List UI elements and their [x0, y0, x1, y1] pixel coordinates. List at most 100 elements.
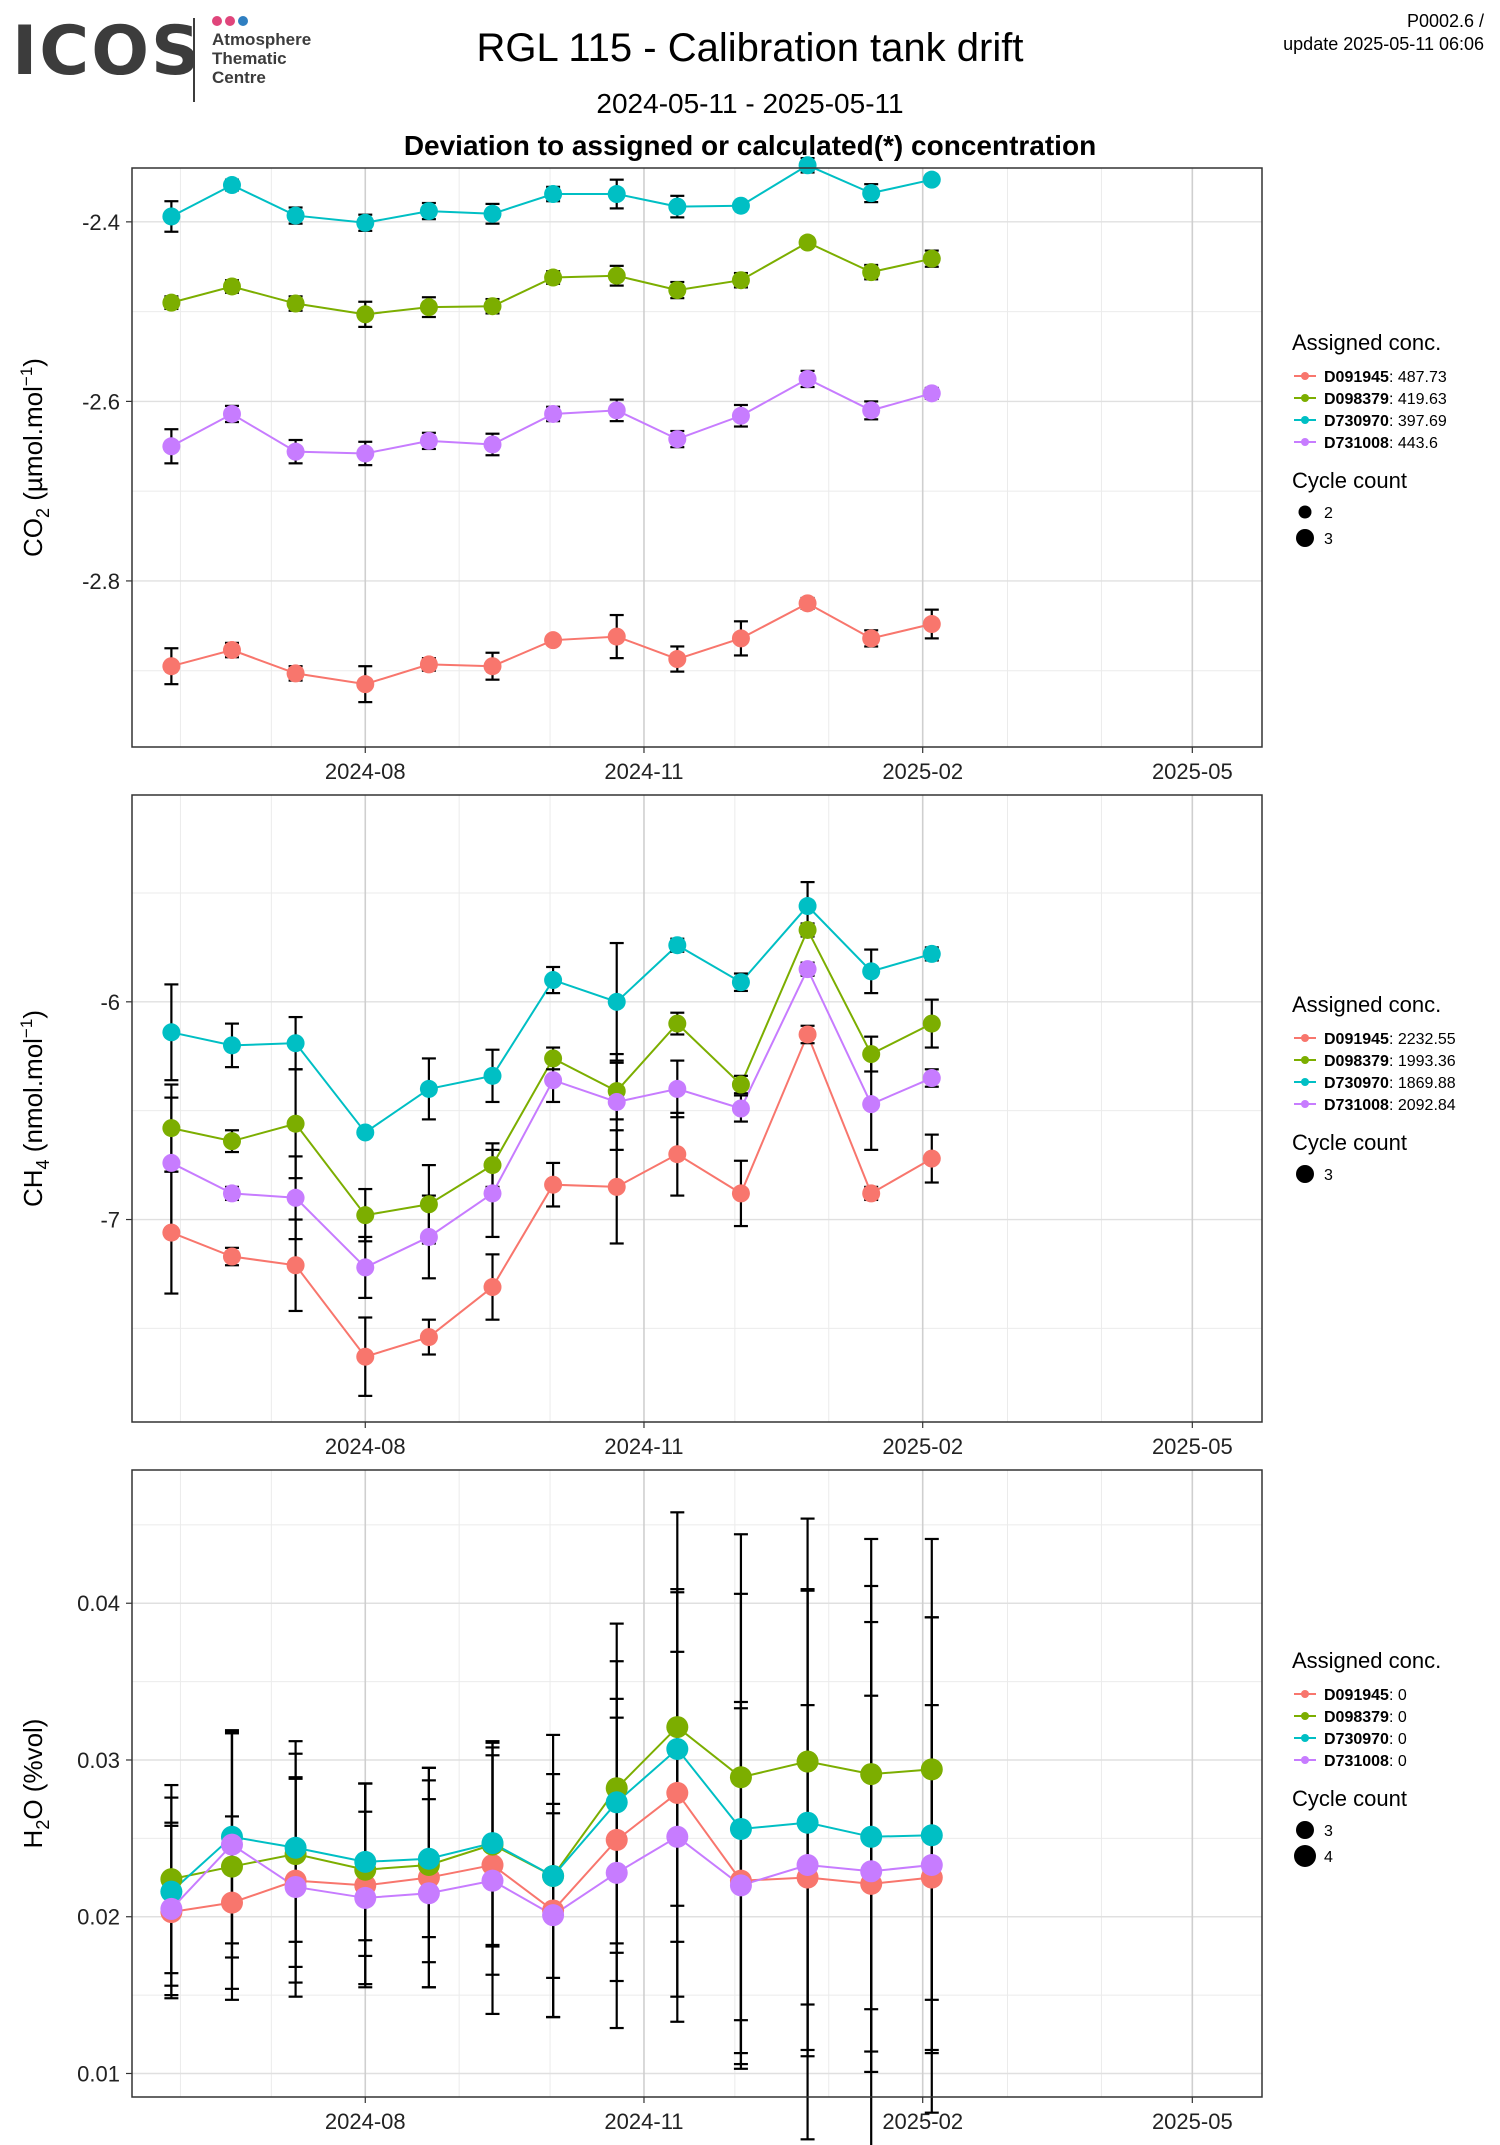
data-point-D098379 — [666, 1716, 689, 1739]
y-tick-label: -6 — [100, 990, 120, 1015]
chart-panel-3: 0.01 0.02 0.03 0.04 2024-08 2024-11 2025-02 202… — [18, 1469, 1263, 2145]
data-point-D731008 — [862, 1095, 881, 1114]
data-point-D098379 — [922, 249, 941, 268]
data-point-D098379 — [162, 1119, 181, 1138]
y-tick-label: 0.04 — [77, 1591, 120, 1616]
data-point-D091945 — [544, 1175, 563, 1194]
data-point-D731008 — [162, 437, 181, 456]
data-point-D098379 — [220, 1855, 243, 1878]
icos-logo-text: ICOS — [12, 12, 202, 91]
x-tick-label: 2025-05 — [1152, 1434, 1233, 1459]
data-point-D091945 — [483, 657, 502, 676]
y-tick-label: 0.01 — [77, 2061, 120, 2086]
data-point-D731008 — [417, 1882, 440, 1905]
data-point-D731008 — [419, 1227, 438, 1246]
legend-size-label: 3 — [1324, 1823, 1333, 1840]
data-point-D731008 — [920, 1854, 943, 1877]
legend-panel-1: Assigned conc. D091945: 487.73 D098379: 41… — [1292, 330, 1447, 548]
plot-area — [132, 168, 1262, 747]
data-point-D098379 — [731, 271, 750, 290]
data-point-D731008 — [731, 1099, 750, 1118]
data-point-D098379 — [920, 1758, 943, 1781]
data-point-D730970 — [162, 1023, 181, 1042]
legend-title: Assigned conc. — [1292, 330, 1441, 355]
data-point-D098379 — [483, 1156, 502, 1175]
data-point-D731008 — [483, 435, 502, 454]
y-axis-label: CO2 (µmol.mol−1) — [17, 358, 53, 557]
data-point-D098379 — [222, 277, 241, 296]
logo-sub-line-2: Thematic — [212, 49, 287, 68]
data-point-D091945 — [481, 1854, 504, 1877]
x-tick-label: 2024-11 — [604, 2109, 683, 2134]
update-info: P0002.6 / update 2025-05-11 06:06 — [1283, 10, 1484, 56]
data-point-D098379 — [544, 1049, 563, 1068]
data-point-D730970 — [798, 897, 817, 916]
data-point-D731008 — [666, 1825, 689, 1848]
data-point-D731008 — [222, 404, 241, 423]
legend-key-point — [1301, 1756, 1309, 1764]
data-point-D091945 — [922, 1149, 941, 1168]
data-point-D091945 — [862, 1184, 881, 1203]
data-point-D730970 — [731, 196, 750, 215]
data-point-D730970 — [162, 207, 181, 226]
legend-key-point — [1301, 394, 1309, 402]
data-point-D730970 — [356, 213, 375, 232]
data-point-D730970 — [222, 176, 241, 195]
legend-entry: D731008: 443.6 — [1324, 435, 1438, 452]
legend-size-label: 3 — [1324, 1167, 1333, 1184]
chart-panel-2: -6 -7 2024-08 2024-11 2025-02 2025-05 CH4 (nmo… — [17, 794, 1263, 1459]
data-point-D730970 — [731, 973, 750, 992]
legend-entry: D091945: 2232.55 — [1324, 1031, 1456, 1048]
data-point-D731008 — [922, 384, 941, 403]
legend-panel-3: Assigned conc. D091945: 0 D098379: 0 D73097… — [1292, 1648, 1441, 1867]
legend-entry: D091945: 0 — [1324, 1687, 1407, 1704]
data-point-D730970 — [798, 156, 817, 175]
data-point-D098379 — [419, 298, 438, 317]
legend-size-title: Cycle count — [1292, 468, 1407, 493]
data-point-D098379 — [922, 1014, 941, 1033]
data-point-D098379 — [798, 920, 817, 939]
data-point-D731008 — [860, 1860, 883, 1883]
chart-panel-1: -2.4 -2.6 -2.8 2024-08 2024-11 2025-02 2025-05… — [17, 156, 1263, 784]
data-point-D098379 — [607, 266, 626, 285]
data-point-D091945 — [356, 1347, 375, 1366]
logo-sub-line-1: Atmosphere — [212, 30, 312, 49]
data-point-D731008 — [481, 1869, 504, 1892]
data-point-D731008 — [160, 1897, 183, 1920]
legend-entry: D730970: 1869.88 — [1324, 1075, 1456, 1092]
logo-dots — [212, 16, 252, 28]
y-tick-label: -2.4 — [82, 210, 120, 235]
data-point-D730970 — [417, 1847, 440, 1870]
data-point-D091945 — [798, 594, 817, 613]
data-point-D098379 — [862, 1045, 881, 1064]
data-point-D098379 — [544, 268, 563, 287]
data-point-D730970 — [862, 962, 881, 981]
data-point-D731008 — [605, 1861, 628, 1884]
data-point-D731008 — [607, 1092, 626, 1111]
data-point-D091945 — [222, 1247, 241, 1266]
data-point-D098379 — [862, 263, 881, 282]
data-point-D731008 — [284, 1875, 307, 1898]
data-point-D730970 — [544, 185, 563, 204]
data-point-D098379 — [483, 297, 502, 316]
legend-size-key — [1296, 1821, 1314, 1839]
data-point-D730970 — [286, 1034, 305, 1053]
legend-key-point — [1301, 1034, 1309, 1042]
data-point-D098379 — [668, 281, 687, 300]
data-point-D091945 — [162, 657, 181, 676]
data-point-D098379 — [860, 1763, 883, 1786]
data-point-D098379 — [286, 1114, 305, 1133]
legend-entry: D730970: 397.69 — [1324, 413, 1447, 430]
legend-size-title: Cycle count — [1292, 1786, 1407, 1811]
data-point-D731008 — [607, 401, 626, 420]
data-point-D098379 — [356, 305, 375, 324]
legend-entry: D098379: 1993.36 — [1324, 1053, 1456, 1070]
data-point-D091945 — [220, 1891, 243, 1914]
legend-key-point — [1301, 1690, 1309, 1698]
chart-subtitle: Deviation to assigned or calculated(*) c… — [403, 130, 1097, 161]
data-point-D731008 — [544, 404, 563, 423]
data-point-D091945 — [356, 675, 375, 694]
x-tick-label: 2024-11 — [604, 759, 683, 784]
data-point-D731008 — [356, 444, 375, 463]
